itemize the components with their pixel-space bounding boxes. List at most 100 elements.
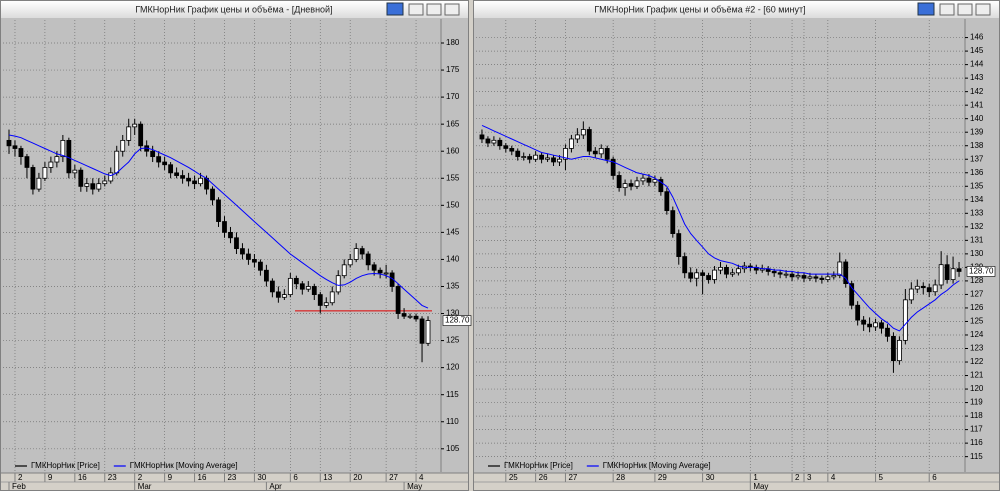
x-tick-label: 30	[257, 473, 266, 482]
candle-body	[539, 154, 544, 160]
x-tick-label: 26	[539, 473, 548, 482]
last-price-label: 128.70	[969, 267, 994, 276]
candle-body	[359, 248, 365, 255]
candle-body	[706, 275, 711, 280]
y-tick-label: 125	[970, 317, 984, 326]
candle-body	[891, 335, 896, 362]
candle-body	[234, 237, 239, 250]
y-tick-label: 135	[970, 181, 984, 190]
candle-body	[240, 248, 245, 255]
candle-body	[365, 253, 371, 266]
y-tick-label: 120	[446, 363, 460, 372]
candle-body	[712, 269, 717, 280]
candle-body	[287, 277, 293, 295]
candle-body	[682, 256, 688, 274]
candle-body	[198, 177, 203, 185]
candle-body	[329, 291, 335, 304]
candle-body	[36, 177, 42, 190]
x-tick-label: 16	[78, 473, 87, 482]
candle-body	[932, 284, 938, 293]
candle-body	[813, 276, 819, 279]
y-tick-label: 142	[970, 87, 984, 96]
x-tick-label: 23	[108, 473, 117, 482]
y-tick-label: 122	[970, 357, 984, 366]
candle-body	[299, 283, 305, 290]
y-tick-label: 131	[970, 235, 984, 244]
y-tick-label: 139	[970, 127, 984, 136]
candle-body	[849, 283, 855, 306]
minimize-button[interactable]	[939, 3, 955, 16]
candle-body	[628, 183, 634, 187]
x-tick-label: 4	[831, 473, 836, 482]
candle-body	[843, 261, 849, 285]
x-tick-label: 23	[227, 473, 236, 482]
pin-button[interactable]	[917, 2, 935, 16]
x-tick-label: 27	[389, 473, 398, 482]
x-tick-label: 16	[198, 473, 207, 482]
candle-body	[407, 315, 413, 318]
candle-body	[658, 179, 664, 193]
candle-body	[515, 150, 521, 157]
candle-body	[664, 191, 670, 212]
candle-body	[377, 269, 383, 274]
close-button[interactable]	[975, 3, 991, 16]
x-tick-label: 25	[509, 473, 518, 482]
candle-body	[497, 139, 503, 147]
candle-body	[586, 129, 592, 152]
candle-body	[210, 188, 215, 201]
candle-body	[180, 175, 185, 179]
y-tick-label: 140	[446, 255, 460, 264]
candle-body	[557, 158, 562, 163]
candle-body	[837, 261, 843, 276]
x-tick-label: 28	[616, 473, 625, 482]
candle-body	[735, 268, 741, 274]
candle-body	[771, 271, 777, 274]
x-tick-label: 9	[48, 473, 53, 482]
candle-body	[186, 177, 191, 182]
candle-body	[323, 302, 329, 306]
legend-label: ГМКНорНик [Moving Average]	[603, 461, 711, 470]
candle-body	[867, 323, 872, 328]
y-tick-label: 120	[970, 384, 984, 393]
window-title: ГМКНорНик График цены и объёма #2 - [60 …	[594, 4, 805, 14]
candle-body	[246, 253, 251, 260]
candle-body	[616, 175, 622, 189]
x-tick-label: 2	[18, 473, 23, 482]
x-tick-label: 9	[168, 473, 173, 482]
close-button[interactable]	[444, 3, 460, 16]
y-tick-label: 145	[970, 46, 984, 55]
minimize-button[interactable]	[408, 3, 424, 16]
pin-button[interactable]	[386, 2, 404, 16]
candle-body	[401, 313, 407, 317]
candle-body	[84, 183, 90, 187]
candle-body	[938, 264, 944, 286]
maximize-button[interactable]	[957, 3, 973, 16]
candle-body	[503, 145, 509, 149]
title-bar[interactable]	[474, 1, 999, 18]
candle-body	[795, 275, 801, 278]
candle-body	[694, 272, 700, 279]
x-tick-label: 30	[706, 473, 715, 482]
y-tick-label: 127	[970, 290, 984, 299]
title-bar[interactable]	[1, 1, 468, 18]
candle-body	[216, 199, 221, 222]
candle-body	[263, 269, 269, 282]
legend-label: ГМКНорНик [Price]	[31, 461, 100, 470]
y-tick-label: 141	[970, 100, 984, 109]
window-title: ГМКНорНик График цены и объёма - [Дневно…	[135, 4, 332, 14]
x-tick-label: 29	[658, 473, 667, 482]
candle-body	[258, 261, 263, 271]
maximize-button[interactable]	[426, 3, 442, 16]
candle-body	[413, 315, 419, 320]
candle-body	[419, 318, 425, 344]
candle-body	[108, 172, 114, 182]
candle-body	[670, 210, 676, 234]
y-tick-label: 150	[446, 200, 460, 209]
candle-body	[622, 183, 628, 189]
y-tick-label: 138	[970, 141, 984, 150]
candle-body	[305, 286, 311, 290]
candle-body	[383, 272, 389, 275]
plot-area	[474, 19, 999, 473]
month-label: Feb	[12, 482, 26, 491]
